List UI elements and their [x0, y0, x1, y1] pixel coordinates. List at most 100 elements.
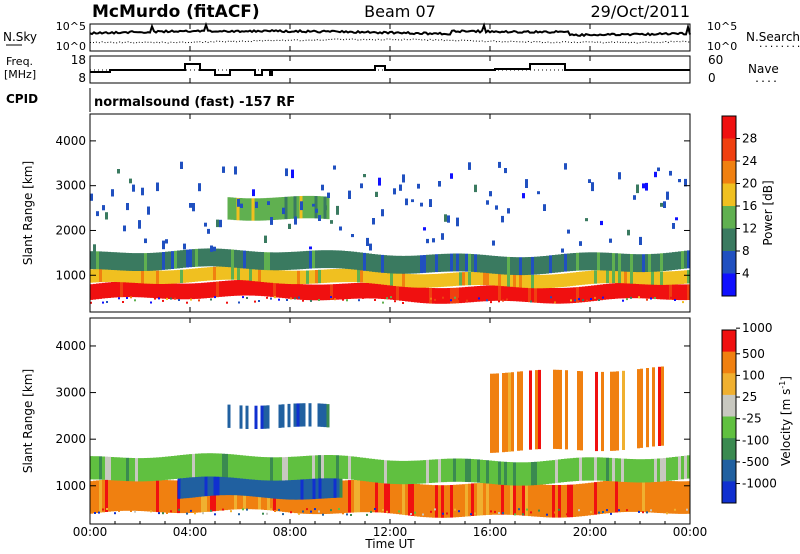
- heat-cell: [493, 373, 496, 453]
- heat-cell: [657, 271, 660, 285]
- heat-cell: [480, 254, 483, 273]
- heat-cell: [138, 281, 141, 298]
- heat-speckle: [566, 513, 568, 516]
- heat-cell: [369, 282, 372, 299]
- heat-cell: [393, 188, 396, 195]
- heat-cell: [276, 475, 280, 499]
- heat-cell: [552, 460, 555, 484]
- x-tick-label: 04:00: [173, 525, 208, 539]
- heat-cell: [210, 453, 213, 477]
- heat-speckle: [306, 508, 308, 511]
- heat-speckle: [314, 508, 316, 511]
- heat-cell: [132, 281, 135, 298]
- heat-cell: [651, 480, 654, 513]
- heat-cell: [255, 456, 258, 480]
- heat-cell: [633, 459, 636, 483]
- heat-cell: [381, 283, 384, 299]
- heat-cell: [312, 284, 315, 301]
- heat-cell: [117, 457, 120, 481]
- heat-cell: [144, 478, 147, 512]
- colorbar-tick-label: 100: [742, 368, 765, 382]
- heat-cell: [630, 479, 633, 512]
- heat-cell: [291, 270, 294, 285]
- heat-cell: [618, 458, 621, 482]
- heat-cell: [108, 268, 111, 282]
- heat-cell: [105, 268, 108, 282]
- heat-cell: [666, 284, 669, 300]
- heat-cell: [420, 274, 423, 288]
- heat-cell: [505, 372, 508, 452]
- heat-cell: [549, 484, 552, 518]
- heat-cell: [105, 251, 108, 270]
- heat-cell: [492, 482, 495, 515]
- heat-cell: [402, 460, 405, 485]
- heat-cell: [285, 252, 288, 270]
- heat-cell: [195, 268, 198, 282]
- heat-cell: [615, 479, 618, 513]
- heat-cell: [290, 196, 294, 219]
- heat-cell: [204, 248, 207, 267]
- heat-cell: [369, 458, 372, 482]
- heat-cell: [564, 287, 567, 304]
- heat-cell: [495, 461, 498, 485]
- heat-cell: [501, 215, 504, 223]
- heat-speckle: [618, 509, 620, 512]
- heat-cell: [321, 284, 324, 301]
- heat-cell: [321, 475, 325, 499]
- heat-cell: [276, 269, 279, 284]
- heat-cell: [360, 252, 363, 271]
- heat-cell: [513, 482, 516, 516]
- beam-title: Beam 07: [364, 2, 436, 21]
- heat-cell: [231, 471, 235, 496]
- heat-cell: [318, 269, 321, 284]
- heat-cell: [654, 283, 657, 299]
- heat-cell: [168, 456, 171, 480]
- heat-cell: [567, 273, 570, 287]
- heat-cell: [117, 268, 120, 283]
- heat-cell: [351, 283, 354, 299]
- heat-cell: [639, 459, 642, 483]
- heat-speckle: [190, 509, 192, 512]
- velocity-ylabel: Slant Range [km]: [21, 369, 35, 473]
- heat-cell: [348, 283, 351, 299]
- heat-cell: [267, 269, 270, 283]
- heat-cell: [660, 253, 663, 272]
- heat-speckle: [342, 298, 344, 301]
- heat-cell: [393, 272, 396, 286]
- heat-cell: [561, 254, 564, 272]
- heat-cell: [309, 284, 312, 301]
- heat-cell: [255, 473, 259, 497]
- heat-cell: [93, 283, 96, 300]
- heat-cell: [525, 257, 528, 275]
- heat-cell: [549, 274, 552, 288]
- x-tick-label: 00:00: [73, 525, 108, 539]
- heat-cell: [384, 255, 387, 273]
- heat-speckle: [470, 513, 472, 516]
- heat-cell: [672, 223, 675, 229]
- heat-cell: [462, 484, 465, 517]
- heat-cell: [231, 266, 234, 280]
- heat-speckle: [434, 508, 436, 511]
- heat-cell: [315, 475, 319, 499]
- heat-cell: [639, 479, 642, 512]
- heat-cell: [570, 253, 573, 272]
- heat-cell: [333, 165, 336, 170]
- heat-cell: [90, 481, 93, 514]
- heat-cell: [558, 485, 561, 518]
- heat-speckle: [602, 296, 604, 299]
- heat-cell: [642, 479, 645, 513]
- heat-cell: [207, 453, 210, 477]
- heat-cell: [393, 481, 396, 514]
- heat-cell: [345, 480, 348, 513]
- heat-cell: [411, 199, 414, 203]
- heat-speckle: [678, 296, 680, 299]
- heat-cell: [381, 480, 384, 513]
- heat-cell: [300, 270, 303, 284]
- heat-cell: [516, 257, 519, 276]
- heat-cell: [490, 373, 493, 453]
- heat-cell: [99, 283, 102, 299]
- heat-cell: [390, 480, 393, 514]
- heat-cell: [309, 250, 312, 269]
- heat-cell: [675, 481, 678, 514]
- heat-cell: [591, 457, 594, 481]
